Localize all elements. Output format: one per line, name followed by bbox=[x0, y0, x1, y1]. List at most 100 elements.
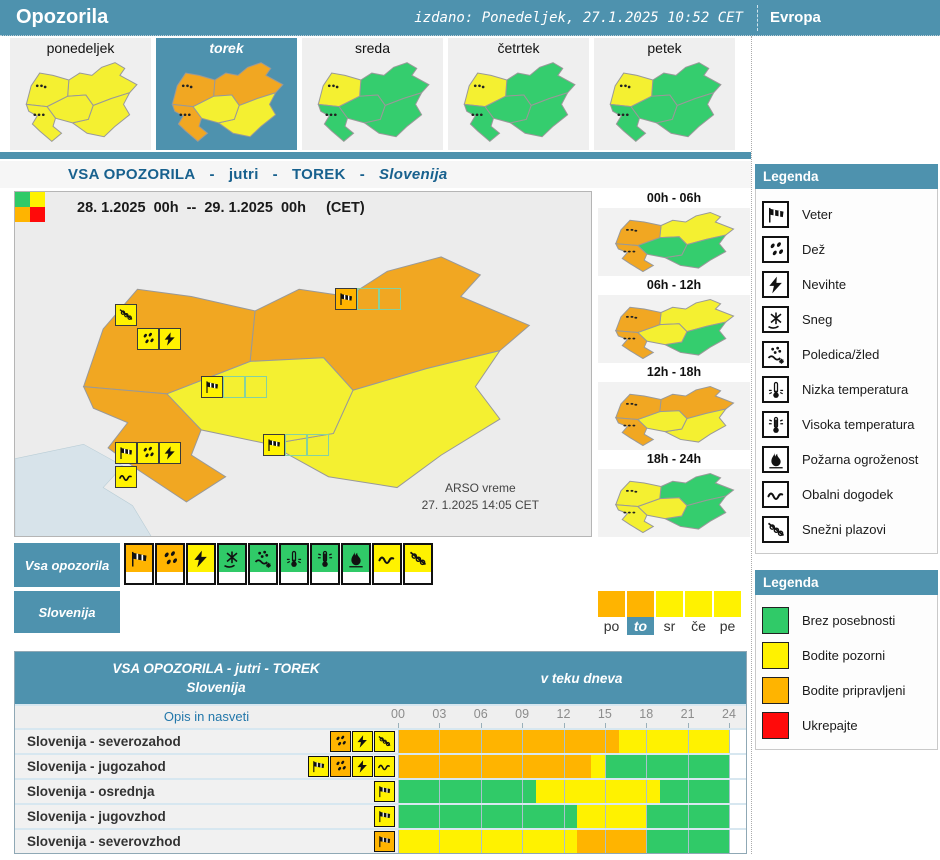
dez-warning-box bbox=[137, 328, 159, 350]
timeline-gridline bbox=[522, 805, 524, 828]
veter-icon bbox=[206, 381, 218, 393]
poledica-icon bbox=[254, 550, 271, 568]
dez-icon bbox=[770, 241, 783, 255]
slovenia-map bbox=[603, 58, 727, 146]
legend-item-yellow: Bodite pozorni bbox=[762, 638, 937, 673]
warning-summary-blank bbox=[250, 572, 276, 583]
table-col-header: v teku dneva bbox=[540, 670, 623, 686]
day-severity-swatch bbox=[685, 591, 712, 617]
tab-day-četrtek[interactable]: četrtek bbox=[448, 38, 589, 150]
hour-tick bbox=[398, 723, 399, 728]
warning-summary-swatch bbox=[343, 545, 369, 572]
region-link[interactable]: Slovenija - jugovzhod bbox=[27, 809, 166, 824]
timeline-segment-yellow bbox=[577, 805, 647, 828]
legend-item-label: Dež bbox=[802, 242, 826, 257]
legend-item-label: Bodite pripravljeni bbox=[802, 683, 906, 698]
day-column-če: če bbox=[685, 591, 712, 635]
timeline-gridline bbox=[439, 805, 441, 828]
region-link[interactable]: Slovenija - severovzhod bbox=[27, 834, 181, 849]
obalni-warning-box bbox=[374, 756, 395, 777]
veter-icon bbox=[768, 207, 783, 222]
warning-summary-blank bbox=[157, 572, 183, 583]
europe-link[interactable]: Evropa bbox=[770, 9, 821, 26]
region-link[interactable]: Slovenija - severozahod bbox=[27, 734, 181, 749]
table-title: VSA OPOZORILA - jutri - TOREK Slovenija bbox=[15, 652, 417, 704]
nevihte-icon bbox=[164, 446, 175, 460]
timeline-gridline bbox=[604, 805, 606, 828]
timeline-segment-green bbox=[398, 780, 536, 803]
section-title-mid2: TOREK bbox=[291, 166, 346, 183]
row-warning-icons bbox=[308, 756, 395, 777]
warning-summary-swatch bbox=[312, 545, 338, 572]
hour-label: 18 bbox=[639, 707, 654, 721]
map-warning-icons bbox=[201, 376, 267, 398]
day-link-če[interactable]: če bbox=[691, 618, 706, 634]
hour-tick bbox=[439, 723, 441, 728]
main-warning-map[interactable]: 28. 1.2025 00h -- 29. 1.2025 00h (CET) A… bbox=[14, 191, 592, 537]
slovenia-label: Slovenija bbox=[14, 591, 120, 633]
page-title: Opozorila bbox=[16, 6, 109, 28]
tab-day-petek[interactable]: petek bbox=[594, 38, 735, 150]
day-link-po[interactable]: po bbox=[603, 618, 620, 634]
legend-icons-panel: Legenda Veter Dež Nevihte Sneg bbox=[755, 164, 938, 554]
map-warning-icons bbox=[137, 328, 181, 350]
map-warning-icons bbox=[335, 288, 401, 310]
day-link-sr[interactable]: sr bbox=[663, 618, 676, 634]
tab-day-ponedeljek[interactable]: ponedeljek bbox=[10, 38, 151, 150]
timeline-gridline bbox=[646, 830, 648, 853]
region-link[interactable]: Slovenija - osrednja bbox=[27, 784, 155, 799]
veter-warning-box bbox=[374, 806, 395, 827]
timeline-gridline bbox=[398, 755, 399, 778]
legend-icon-box bbox=[762, 376, 789, 403]
veter-warning-box bbox=[115, 442, 137, 464]
timeline-gridline bbox=[687, 730, 689, 753]
timeline-gridline bbox=[646, 780, 648, 803]
nevihte-warning-box bbox=[159, 328, 181, 350]
day-link-pe[interactable]: pe bbox=[719, 618, 736, 634]
timeline-segment-orange bbox=[398, 755, 592, 778]
timeline-gridline bbox=[563, 730, 565, 753]
day-selector: po to sr če pe bbox=[598, 591, 741, 635]
table-row: Slovenija - jugovzhod bbox=[15, 803, 746, 828]
obalni-icon bbox=[378, 556, 395, 564]
slovenia-map bbox=[19, 58, 143, 146]
sneg-icon bbox=[767, 312, 782, 329]
tab-day-sreda[interactable]: sreda bbox=[302, 38, 443, 150]
warning-summary-blank bbox=[312, 572, 338, 583]
time-map-label: 06h - 12h bbox=[598, 278, 750, 295]
timeline-gridline bbox=[522, 730, 524, 753]
hour-label: 09 bbox=[515, 707, 530, 721]
severity-swatch-red bbox=[30, 207, 45, 222]
tab-day-torek[interactable]: torek bbox=[156, 38, 297, 150]
timeline-gridline bbox=[604, 830, 606, 853]
header-bar: Opozorila izdano: Ponedeljek, 27.1.2025 … bbox=[0, 0, 940, 36]
tab-map-thumb bbox=[10, 57, 151, 146]
row-warning-icons bbox=[330, 731, 395, 752]
legend-item-label: Snežni plazovi bbox=[802, 522, 886, 537]
legend-item-poledica: Poledica/žled bbox=[762, 337, 937, 372]
timeline-gridline bbox=[439, 730, 441, 753]
issued-timestamp: izdano: Ponedeljek, 27.1.2025 10:52 CET bbox=[414, 9, 743, 26]
timeline-gridline bbox=[563, 805, 565, 828]
veter-icon bbox=[132, 551, 147, 566]
obalni-icon bbox=[378, 764, 390, 771]
warning-summary-cell-sneg bbox=[217, 543, 247, 585]
day-severity-swatch bbox=[598, 591, 625, 617]
timeline-gridline bbox=[563, 780, 565, 803]
day-link-to[interactable]: to bbox=[627, 617, 654, 635]
header-divider bbox=[757, 4, 758, 31]
region-link[interactable]: Slovenija - jugozahod bbox=[27, 759, 166, 774]
map-warning-icons bbox=[115, 304, 137, 326]
veter-warning-box bbox=[308, 756, 329, 777]
timeline-gridline bbox=[480, 730, 482, 753]
empty-warning-cell bbox=[357, 288, 379, 310]
warning-summary-swatch bbox=[374, 545, 400, 572]
legend-icons-title: Legenda bbox=[755, 164, 938, 189]
timeline-segment-orange bbox=[577, 830, 647, 853]
slovenia-map bbox=[457, 58, 581, 146]
warning-summary-cell-veter bbox=[124, 543, 154, 585]
obalni-icon bbox=[766, 492, 783, 500]
day-column-sr: sr bbox=[656, 591, 683, 635]
time-map-label: 00h - 06h bbox=[598, 191, 750, 208]
legend-item-nevihte: Nevihte bbox=[762, 267, 937, 302]
